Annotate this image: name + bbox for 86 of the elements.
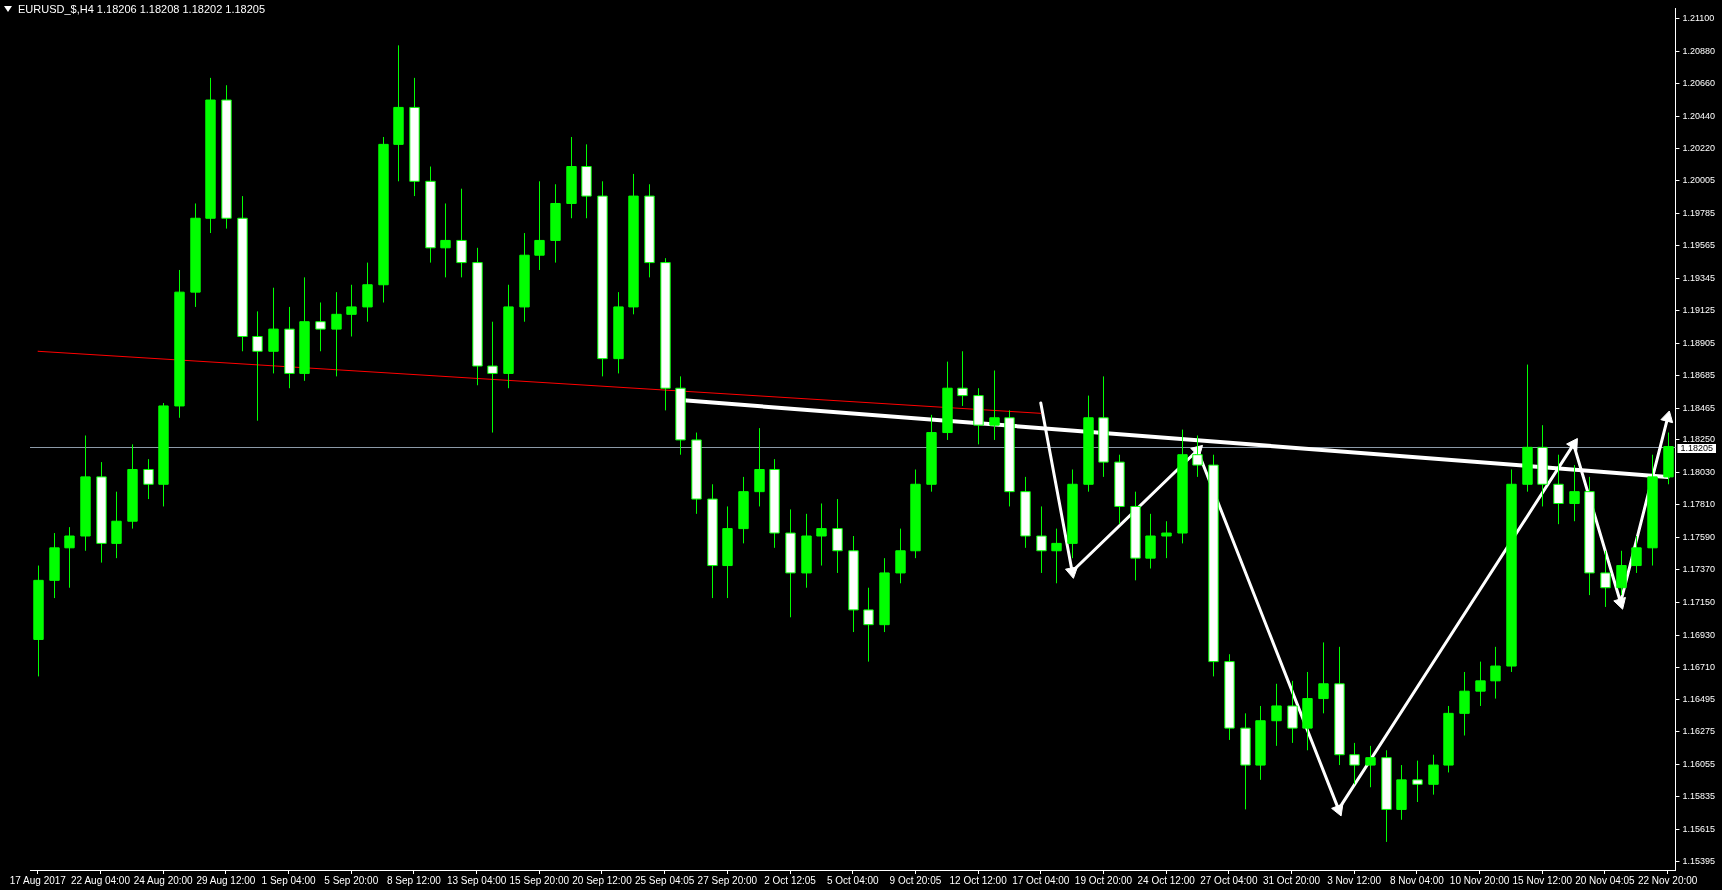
ref-line-label: 1.18205: [1680, 443, 1714, 454]
y-tick-label: 1.16495: [1682, 693, 1716, 704]
chart-title: EURUSD_$,H4 1.18206 1.18208 1.18202 1.18205: [18, 3, 266, 15]
x-tick-label: 15 Sep 20:00: [509, 874, 570, 886]
candlestick: [895, 528, 906, 584]
y-tick-label: 1.18465: [1682, 402, 1716, 413]
candlestick: [1631, 535, 1642, 574]
y-tick-label: 1.15835: [1682, 791, 1716, 802]
x-tick-label: 17 Oct 04:00: [1012, 874, 1070, 886]
x-tick-label: 17 Aug 2017: [9, 874, 67, 886]
y-tick-label: 1.18905: [1682, 337, 1716, 348]
candlestick: [1475, 661, 1486, 707]
candlestick: [268, 287, 279, 374]
x-tick-label: 5 Sep 20:00: [324, 874, 379, 886]
point: [1566, 437, 1578, 452]
y-tick-label: 1.20880: [1682, 45, 1716, 56]
y-tick-label: 1.19345: [1682, 272, 1716, 283]
y-tick-label: 1.19565: [1682, 240, 1716, 251]
y-tick-label: 1.18250: [1682, 434, 1716, 445]
x-tick-label: 1 Sep 04:00: [261, 874, 316, 886]
x-tick-label: 13 Sep 04:00: [446, 874, 507, 886]
x-tick-label: 2 Oct 12:05: [764, 874, 817, 886]
candlestick: [1287, 680, 1298, 744]
y-tick-label: 1.16930: [1682, 629, 1716, 640]
candlestick: [315, 302, 326, 352]
candlestick: [143, 458, 154, 500]
point: [1065, 566, 1078, 579]
y-tick-label: 1.18685: [1682, 370, 1716, 381]
y-tick-label: 1.15395: [1682, 856, 1716, 867]
point: [1331, 803, 1344, 817]
candlestick: [456, 188, 467, 278]
x-tick-label: 27 Oct 04:00: [1200, 874, 1258, 886]
x-tick-label: 27 Sep 20:00: [697, 874, 758, 886]
x-tick-label: 24 Aug 20:00: [133, 874, 194, 886]
x-tick-label: 20 Sep 12:00: [572, 874, 633, 886]
y-tick-label: 1.21100: [1682, 13, 1715, 24]
point: [1613, 596, 1626, 610]
x-tick-label: 10 Nov 20:00: [1449, 874, 1510, 886]
x-tick-label: 25 Sep 04:05: [634, 874, 695, 886]
x-tick-label: 29 Aug 12:00: [196, 874, 256, 886]
x-tick-label: 24 Oct 12:00: [1137, 874, 1196, 886]
candlestick: [1145, 513, 1156, 570]
candlestick: [1318, 641, 1329, 714]
x-tick-label: 22 Aug 04:00: [71, 874, 131, 886]
candlestick: [754, 427, 765, 507]
y-tick-label: 1.20005: [1682, 175, 1716, 186]
candlestick: [1569, 464, 1580, 522]
candlestick: [1412, 760, 1423, 803]
y-tick-label: 1.20440: [1682, 110, 1716, 121]
x-tick-label: 9 Oct 20:05: [889, 874, 942, 886]
y-tick-label: 1.17370: [1682, 564, 1716, 575]
x-tick-label: 15 Nov 12:00: [1512, 874, 1573, 886]
x-tick-label: 3 Nov 12:00: [1327, 874, 1382, 886]
x-tick-label: 20 Nov 04:05: [1575, 874, 1636, 886]
candlestick: [1349, 742, 1360, 785]
candlestick: [989, 369, 1000, 441]
candlestick: [1365, 745, 1376, 788]
x-tick-label: 8 Sep 12:00: [386, 874, 442, 886]
y-tick-label: 1.17590: [1682, 531, 1716, 542]
y-tick-label: 1.19125: [1682, 305, 1716, 316]
y-tick-label: 1.19785: [1682, 207, 1716, 218]
candlestick: [534, 180, 545, 271]
candlestick: [1616, 550, 1627, 596]
candlestick: [1459, 671, 1470, 737]
x-tick-label: 5 Oct 04:00: [826, 874, 880, 886]
point: [1660, 410, 1674, 424]
x-tick-label: 31 Oct 20:00: [1262, 874, 1321, 886]
candlestick: [252, 310, 263, 422]
y-tick-label: 1.17150: [1682, 596, 1716, 607]
candlestick: [832, 498, 843, 574]
y-tick-label: 1.16275: [1682, 726, 1716, 737]
x-tick-label: 22 Nov 20:00: [1637, 874, 1698, 886]
y-tick-label: 1.18030: [1682, 466, 1716, 477]
candlestick: [1428, 754, 1439, 796]
y-tick-label: 1.20220: [1682, 143, 1716, 154]
x-tick-label: 12 Oct 12:00: [949, 874, 1008, 886]
x-tick-label: 19 Oct 20:00: [1074, 874, 1133, 886]
candlestick: [111, 491, 122, 559]
y-tick-label: 1.16710: [1682, 662, 1716, 673]
candlestick: [346, 284, 357, 337]
y-tick-label: 1.15615: [1682, 823, 1716, 834]
y-tick-label: 1.16055: [1682, 758, 1716, 769]
x-tick-label: 8 Nov 04:00: [1389, 874, 1445, 886]
candlestick: [362, 262, 373, 323]
y-tick-label: 1.17810: [1682, 499, 1716, 510]
y-tick-label: 1.20660: [1682, 78, 1716, 89]
